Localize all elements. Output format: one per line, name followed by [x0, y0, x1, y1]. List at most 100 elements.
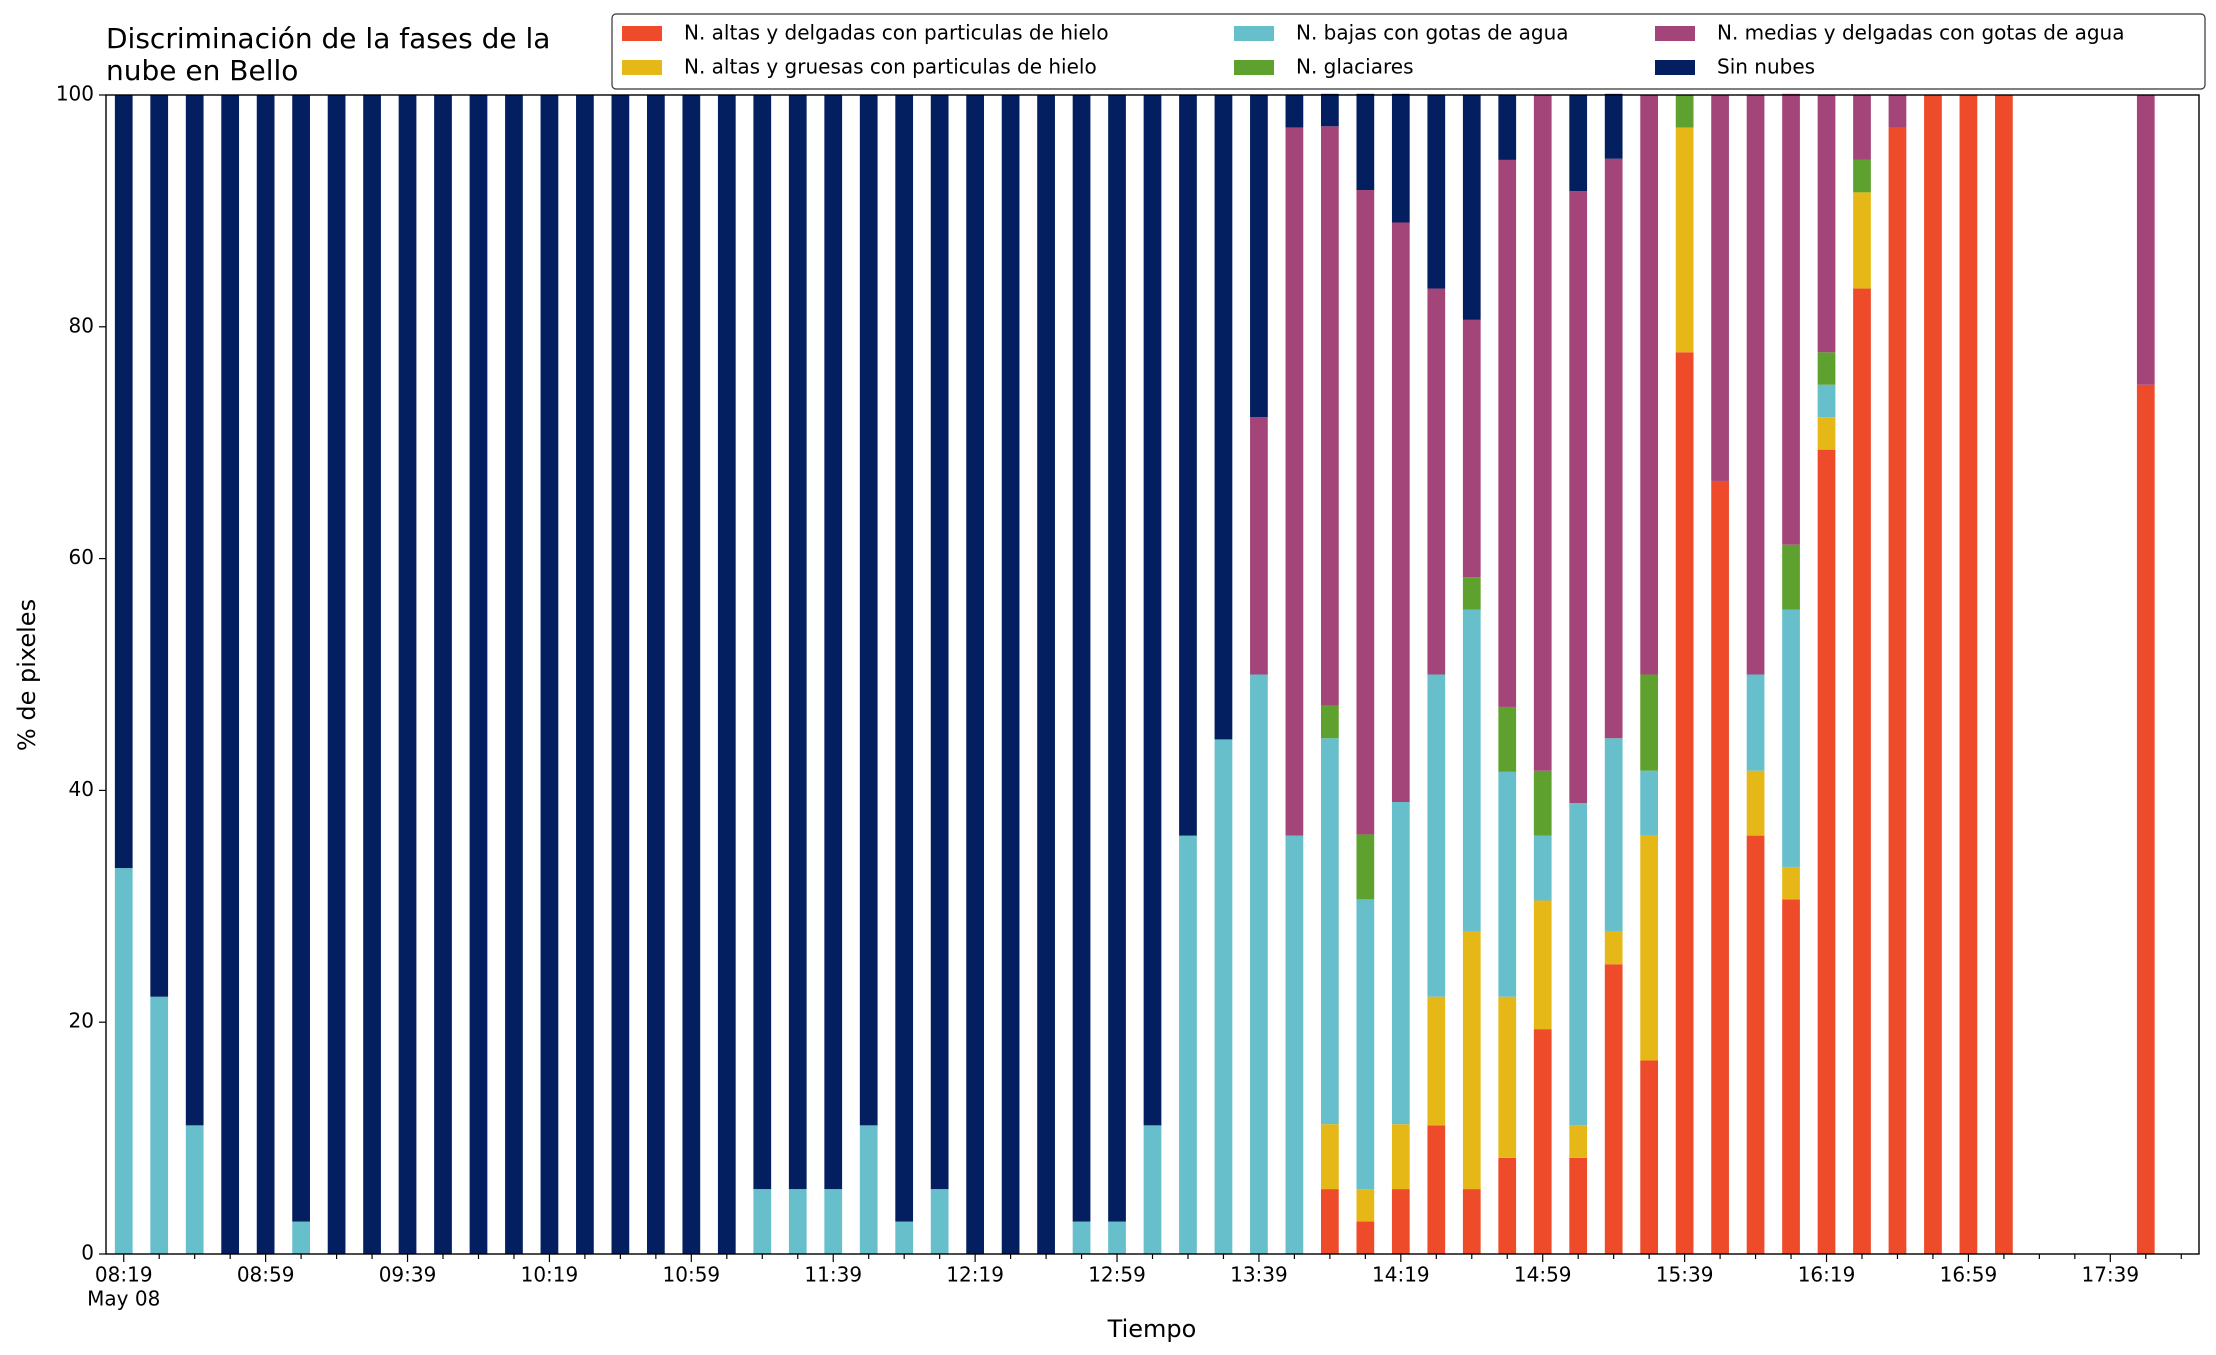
bar-segment: [1604, 93, 1623, 159]
bar-segment: [1321, 126, 1339, 706]
bar-segment: [966, 95, 984, 1254]
y-axis-label: % de pixeles: [13, 599, 41, 751]
bar-segment: [1498, 95, 1517, 160]
bar-segment: [1214, 739, 1233, 1254]
x-tick-label: 08:19: [95, 1263, 153, 1287]
bar-segment: [1746, 770, 1765, 836]
bar-segment: [1498, 771, 1517, 997]
bar-segment: [1782, 866, 1800, 900]
bar-segment: [1640, 1060, 1659, 1254]
bar-segment: [1427, 1125, 1446, 1254]
legend-swatch: [1655, 60, 1695, 75]
bar-segment: [788, 1189, 807, 1254]
bar-segment: [1675, 352, 1694, 1255]
bar-segment: [1427, 95, 1446, 289]
bar-segment: [1250, 417, 1268, 675]
bar-segment: [1711, 95, 1729, 481]
bar-segment: [256, 95, 275, 1254]
bar-segment: [469, 95, 488, 1254]
bar-segment: [717, 95, 736, 1254]
bar-segment: [788, 95, 807, 1190]
bar-segment: [1321, 1189, 1339, 1254]
bar-segment: [540, 95, 559, 1254]
bar-segment: [1995, 95, 2013, 1254]
bar-segment: [221, 95, 240, 1254]
bar-segment: [1533, 770, 1552, 836]
bar-segment: [292, 95, 310, 1222]
y-tick-label: 20: [69, 1009, 94, 1033]
bar-segment: [1285, 127, 1304, 836]
legend-label: N. glaciares: [1296, 55, 1414, 79]
legend-swatch: [622, 26, 662, 41]
bar-segment: [1001, 95, 1020, 1254]
bar-segment: [682, 95, 701, 1254]
bar-segment: [2136, 384, 2155, 1254]
bar-segment: [1214, 95, 1233, 740]
bar-segment: [1462, 95, 1481, 320]
bar-segment: [1321, 705, 1339, 739]
bar-segment: [1675, 127, 1694, 353]
bar-segment: [1533, 835, 1552, 901]
bar-segment: [1179, 835, 1197, 1254]
bar-segment: [1959, 95, 1978, 1254]
bar-segment: [646, 95, 665, 1254]
bar-segment: [1746, 835, 1765, 1254]
bar-segment: [895, 95, 914, 1222]
bar-segment: [1072, 95, 1091, 1222]
x-tick-label: 11:39: [804, 1263, 862, 1287]
bar-segment: [1782, 544, 1800, 610]
bar-segment: [1604, 158, 1623, 739]
bar-segment: [185, 95, 204, 1126]
legend-swatch: [622, 60, 662, 75]
bar-segment: [185, 1125, 204, 1254]
x-tick-label: 10:19: [521, 1263, 579, 1287]
bar-segment: [1462, 319, 1481, 578]
x-sublabel: May 08: [87, 1287, 160, 1311]
bar-segment: [895, 1221, 914, 1254]
x-tick-label: 15:39: [1656, 1263, 1714, 1287]
bar-segment: [363, 95, 381, 1254]
bar-segment: [1356, 1221, 1375, 1254]
bar-segment: [1462, 577, 1481, 610]
bar-segment: [1604, 931, 1623, 965]
bar-segment: [930, 1189, 949, 1254]
bar-segment: [1888, 95, 1907, 128]
bar-segment: [1924, 95, 1942, 1254]
bar-segment: [1746, 95, 1765, 675]
bar-segment: [1321, 93, 1339, 127]
chart-title: Discriminación de la fases de la: [106, 22, 550, 55]
bar-segment: [1462, 931, 1481, 1190]
bar-segment: [576, 95, 594, 1254]
bar-segment: [1285, 95, 1304, 128]
bar-segment: [1533, 900, 1552, 1030]
bar-segment: [1711, 480, 1729, 1254]
bar-segment: [1640, 835, 1659, 1061]
bar-segment: [1569, 95, 1588, 192]
x-tick-label: 17:39: [2081, 1263, 2139, 1287]
legend-box: [611, 13, 2206, 90]
legend-label: N. bajas con gotas de agua: [1296, 21, 1569, 45]
bar-segment: [505, 95, 523, 1254]
bar-segment: [1143, 1125, 1162, 1254]
bar-segment: [1391, 801, 1410, 1125]
bar-segment: [1108, 1221, 1126, 1254]
legend-swatch: [1655, 26, 1695, 41]
chart-title: nube en Bello: [106, 54, 298, 87]
bar-segment: [930, 95, 949, 1190]
bar-segment: [1817, 417, 1836, 450]
bar-segment: [1462, 1189, 1481, 1254]
bar-segment: [1569, 803, 1588, 1126]
x-tick-label: 13:39: [1230, 1263, 1288, 1287]
y-tick-label: 0: [81, 1241, 94, 1265]
x-tick-label: 08:59: [237, 1263, 295, 1287]
bar-segment: [398, 95, 417, 1254]
x-tick-label: 09:39: [379, 1263, 437, 1287]
bar-segment: [1782, 899, 1800, 1254]
y-tick-label: 40: [69, 777, 94, 801]
bar-segment: [859, 95, 878, 1126]
x-tick-label: 12:19: [946, 1263, 1004, 1287]
bar-segment: [1817, 384, 1836, 418]
bar-segment: [1569, 1125, 1588, 1158]
bar-segment: [824, 95, 843, 1190]
